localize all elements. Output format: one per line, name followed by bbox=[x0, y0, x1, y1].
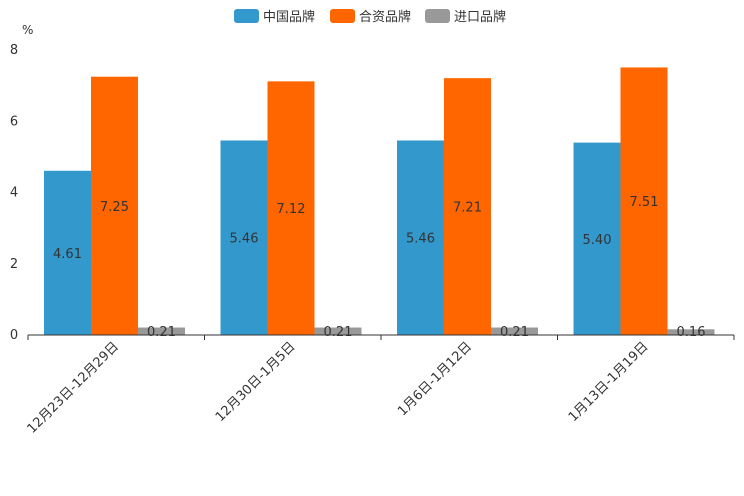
y-tick-label-2: 2 bbox=[10, 257, 18, 272]
y-tick-label-0: 0 bbox=[10, 328, 18, 343]
x-category-label-4: 1月13日-1月19日 bbox=[566, 339, 652, 425]
y-axis-ticks: 0 2 4 6 8 bbox=[10, 43, 18, 343]
data-label-3-2: 7.21 bbox=[453, 201, 482, 216]
y-axis-unit-label: % bbox=[22, 23, 33, 37]
bar-1-3[interactable] bbox=[138, 327, 185, 335]
data-label-1-2: 7.25 bbox=[100, 200, 129, 215]
legend-label-3[interactable]: 进口品牌 bbox=[454, 9, 506, 25]
bar-1-2[interactable] bbox=[91, 76, 138, 335]
legend: 中国品牌 合资品牌 进口品牌 bbox=[234, 9, 506, 25]
bar-3-1[interactable] bbox=[397, 140, 444, 335]
legend-swatch-1[interactable] bbox=[234, 9, 259, 23]
legend-swatch-2[interactable] bbox=[330, 9, 355, 23]
data-label-4-1: 5.40 bbox=[583, 233, 612, 248]
x-category-label-2: 12月30日-1月5日 bbox=[213, 339, 299, 425]
data-label-1-3: 0.21 bbox=[147, 325, 176, 340]
legend-label-2[interactable]: 合资品牌 bbox=[359, 9, 411, 25]
data-label-4-3: 0.16 bbox=[677, 325, 706, 340]
bar-4-1[interactable] bbox=[573, 142, 621, 335]
data-label-3-1: 5.46 bbox=[406, 232, 435, 247]
data-label-3-3: 0.21 bbox=[500, 325, 529, 340]
data-label-4-2: 7.51 bbox=[630, 195, 659, 210]
x-category-label-3: 1月6日-1月12日 bbox=[395, 339, 475, 419]
y-tick-label-4: 4 bbox=[10, 186, 18, 201]
bars-group bbox=[44, 67, 715, 336]
bar-1-1[interactable] bbox=[44, 170, 91, 335]
data-label-1-1: 4.61 bbox=[53, 247, 82, 262]
data-label-2-3: 0.21 bbox=[324, 325, 353, 340]
bar-2-1[interactable] bbox=[220, 140, 268, 335]
bar-2-2[interactable] bbox=[267, 81, 315, 335]
bar-4-2[interactable] bbox=[620, 67, 668, 336]
y-tick-label-8: 8 bbox=[10, 43, 18, 58]
data-label-2-1: 5.46 bbox=[230, 232, 259, 247]
bar-2-3[interactable] bbox=[314, 327, 362, 335]
bar-3-3[interactable] bbox=[491, 327, 538, 335]
x-category-label-1: 12月23日-12月29日 bbox=[25, 339, 122, 436]
legend-swatch-3[interactable] bbox=[425, 9, 450, 23]
y-tick-label-6: 6 bbox=[10, 114, 18, 129]
bar-4-3[interactable] bbox=[667, 329, 715, 335]
bar-3-2[interactable] bbox=[444, 78, 491, 336]
legend-label-1[interactable]: 中国品牌 bbox=[263, 9, 315, 25]
data-labels-group: 4.61 7.25 0.21 5.46 7.12 0.21 5.46 7.21 0.21 5.40… bbox=[53, 195, 705, 340]
x-axis: 12月23日-12月29日 12月30日-1月5日 1月6日-1月12日 1月13日-… bbox=[25, 334, 735, 437]
data-label-2-2: 7.12 bbox=[277, 202, 306, 217]
